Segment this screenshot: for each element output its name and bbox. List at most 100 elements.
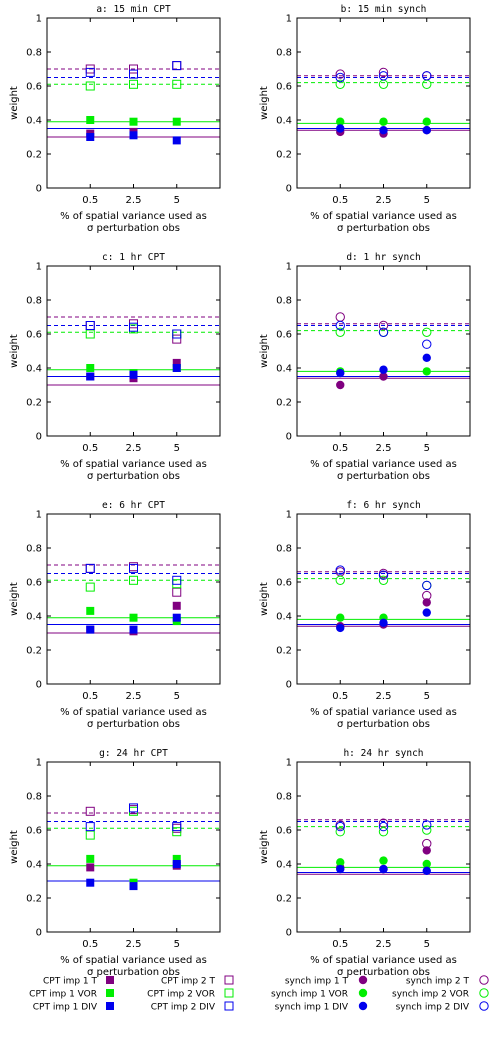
x-tick-label: 2.5 [126,939,142,950]
y-tick-label: 0.6 [276,82,292,93]
legend-marker-cpt-imp-2-div [224,1001,234,1011]
legend-label: CPT imp 2 VOR [147,990,215,1000]
x-tick-label: 2.5 [126,195,142,206]
y-tick-label: 0.4 [276,364,292,375]
data-point-cpt-imp-2-div [172,329,182,339]
x-tick-label: 5 [174,939,180,950]
x-tick-label: 0.5 [82,443,98,454]
data-point-cpt-imp-1-div [129,131,138,140]
chart-panel-8: h: 24 hr synch 0 0.2 0.4 0.6 0.8 1 0.5 2.5 5 weigh… [259,748,471,978]
data-point-cpt-imp-2-t [85,806,95,816]
y-tick-label: 1 [286,758,292,769]
data-point-cpt-imp-1-div [86,133,95,141]
data-point-synch-imp-2-vor [378,79,389,90]
x-axis-label: σ perturbation obs [87,223,180,234]
x-tick-label: 2.5 [376,691,392,702]
x-tick-label: 0.5 [82,691,98,702]
data-point-synch-imp-2-t [335,69,345,79]
chart-title: e: 6 hr CPT [102,500,165,511]
data-point-cpt-imp-1-vor [86,364,95,372]
data-point-synch-imp-2-div [422,339,432,349]
data-point-synch-imp-2-div [422,71,432,81]
y-tick-label: 1 [36,262,42,273]
y-tick-label: 0.4 [276,612,292,623]
data-point-synch-imp-2-div [378,570,389,580]
y-axis-label: weight [259,334,270,368]
x-tick-label: 2.5 [376,939,392,950]
data-point-synch-imp-1-div [422,353,431,362]
data-point-synch-imp-2-vor [422,327,432,337]
data-point-synch-imp-2-div [335,320,345,331]
y-tick-label: 0.2 [26,398,42,409]
data-point-synch-imp-1-div [336,124,345,133]
data-point-cpt-imp-2-div [129,803,138,813]
data-point-synch-imp-1-vor [422,117,431,126]
data-point-synch-imp-2-div [378,821,389,832]
chart-title: c: 1 hr CPT [102,252,165,263]
legend-marker-cpt-imp-1-t [106,976,114,984]
chart-title: g: 24 hr CPT [99,748,168,759]
x-tick-label: 2.5 [376,443,392,454]
y-tick-label: 0.6 [276,330,292,341]
data-point-synch-imp-2-div [422,820,432,830]
legend-marker-synch-imp-1-t [358,975,368,985]
y-tick-label: 0.8 [276,48,292,59]
y-tick-label: 0.8 [276,296,292,307]
data-point-cpt-imp-1-div [129,370,138,379]
data-point-cpt-imp-1-div [129,882,138,891]
x-tick-label: 0.5 [82,939,98,950]
data-point-cpt-imp-2-vor [129,79,138,89]
data-point-cpt-imp-1-vor [129,117,138,126]
data-point-synch-imp-1-div [379,126,388,135]
chart-title: a: 15 min CPT [96,4,171,15]
plot-frame [296,265,471,437]
chart-title: b: 15 min synch [341,4,427,15]
legend-marker-synch-imp-1-vor [358,988,368,998]
y-tick-label: 0 [286,432,292,443]
chart-panel-1: a: 15 min CPT 0 0.2 0.4 0.6 0.8 1 0.5 2.5 5 weight… [9,4,221,234]
data-point-cpt-imp-1-div [86,625,95,634]
data-point-synch-imp-2-t [335,312,345,322]
y-tick-label: 0.4 [26,860,42,871]
chart-title: f: 6 hr synch [346,500,420,511]
data-point-synch-imp-1-t [422,846,431,855]
y-axis-label: weight [9,86,20,120]
data-point-cpt-imp-2-vor [172,827,182,837]
y-tick-label: 1 [286,510,292,521]
data-point-cpt-imp-2-t [172,334,182,344]
x-axis-label: σ perturbation obs [87,719,180,730]
chart-title: d: 1 hr synch [346,252,420,263]
y-axis-label: weight [9,334,20,368]
y-tick-label: 1 [286,14,292,25]
data-point-synch-imp-2-div [335,72,345,83]
plot-frame [46,761,221,933]
data-point-cpt-imp-1-vor [172,117,181,126]
legend-label: CPT imp 1 VOR [29,990,97,1000]
y-tick-label: 0 [36,680,42,691]
y-tick-label: 0.2 [276,150,292,161]
legend-label: CPT imp 2 T [161,977,215,987]
x-tick-label: 5 [174,195,180,206]
data-point-cpt-imp-1-div [86,878,95,887]
x-axis-label: σ perturbation obs [87,967,180,978]
data-point-synch-imp-1-vor [422,367,431,376]
data-point-synch-imp-2-vor [335,827,345,837]
y-axis-label: weight [259,830,270,864]
data-point-synch-imp-1-div [336,864,345,874]
y-tick-label: 0.8 [26,296,42,307]
x-axis-label: % of spatial variance used as [60,459,207,470]
x-axis-label: % of spatial variance used as [60,707,207,718]
data-point-synch-imp-2-vor [422,825,432,835]
data-point-cpt-imp-2-t [172,61,182,71]
data-point-cpt-imp-2-vor [172,329,182,339]
data-point-cpt-imp-2-t [129,319,138,329]
data-point-cpt-imp-2-t [129,64,138,74]
data-point-synch-imp-2-t [378,320,389,331]
y-tick-label: 0.6 [276,826,292,837]
legend-label: synch imp 2 VOR [392,990,469,1000]
y-tick-label: 0.4 [26,612,42,623]
data-point-synch-imp-2-t [422,838,432,849]
legend-marker-cpt-imp-2-t [224,975,234,985]
data-point-cpt-imp-2-div [85,563,95,573]
chart-panel-6: f: 6 hr synch 0 0.2 0.4 0.6 0.8 1 0.5 2.5 5 weight… [259,500,471,730]
